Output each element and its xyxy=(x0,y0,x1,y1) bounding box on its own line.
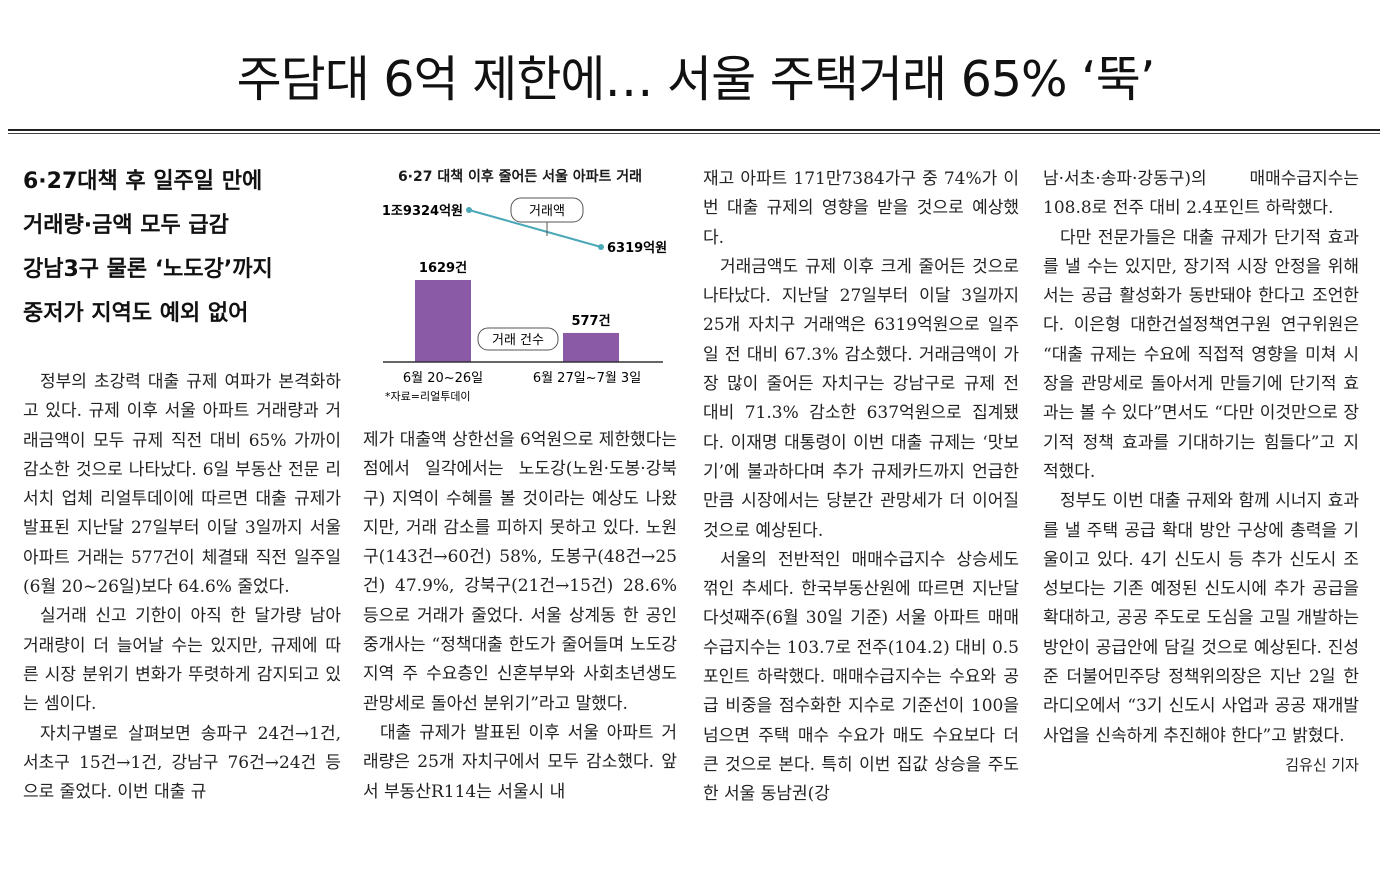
chart-title: 6·27 대책 이후 줄어든 서울 아파트 거래 xyxy=(397,169,643,185)
count-bar xyxy=(415,280,471,362)
column-2: 제가 대출액 상한선을 6억원으로 제한했다는 점에서 일각에서는 노도강(노원… xyxy=(363,426,677,807)
paragraph: 제가 대출액 상한선을 6억원으로 제한했다는 점에서 일각에서는 노도강(노원… xyxy=(363,430,677,714)
column-4: 남·서초·송파·강동구)의 매매수급지수는 108.8로 전주 대비 2.4포인… xyxy=(1043,165,1359,780)
amount-point xyxy=(466,207,472,213)
chart-svg: 1조9324억원 6319억원 거래액 1629건 577건 거래 건수 6월 … xyxy=(382,197,667,403)
subheads: 6·27대책 후 일주일 만에 거래량·금액 모두 급감 강남3구 물론 ‘노도… xyxy=(23,160,343,336)
paragraph: 재고 아파트 171만7384가구 중 74%가 이번 대출 규제의 영향을 받… xyxy=(703,169,1019,248)
chart-source: *자료=리얼투데이 xyxy=(385,389,471,403)
paragraph: 정부도 이번 대출 규제와 함께 시너지 효과를 낼 주택 공급 확대 방안 구… xyxy=(1043,487,1359,774)
subhead: 거래량·금액 모두 급감 xyxy=(23,213,229,238)
column-1: 정부의 초강력 대출 규제 여파가 본격화하고 있다. 규제 이후 서울 아파트… xyxy=(23,368,341,807)
count-label: 1629건 xyxy=(419,260,467,276)
headline-rule xyxy=(8,129,1380,131)
trade-chart: 6·27 대책 이후 줄어든 서울 아파트 거래 1조9324억원 6319억원… xyxy=(363,160,677,410)
subhead: 중저가 지역도 예외 없어 xyxy=(23,301,249,326)
paragraph: 거래금액도 규제 이후 크게 줄어든 것으로 나타났다. 지난달 27일부터 이… xyxy=(703,256,1019,541)
column-3: 재고 아파트 171만7384가구 중 74%가 이번 대출 규제의 영향을 받… xyxy=(703,165,1019,810)
amount-legend: 거래액 xyxy=(529,204,565,219)
paragraph: 자치구별로 살펴보면 송파구 24건→1건, 서초구 15건→1건, 강남구 7… xyxy=(23,723,341,803)
count-label: 577건 xyxy=(571,313,610,329)
amount-point xyxy=(598,244,604,251)
paragraph-text: 정부도 이번 대출 규제와 함께 시너지 효과를 낼 주택 공급 확대 방안 구… xyxy=(1043,491,1359,746)
amount-line xyxy=(468,209,602,248)
count-bar xyxy=(563,332,619,362)
paragraph: 대출 규제가 발표된 이후 서울 아파트 거래량은 25개 자치구에서 모두 감… xyxy=(363,722,677,802)
count-legend: 거래 건수 xyxy=(492,333,544,348)
byline: 김유신 기자 xyxy=(1285,755,1359,774)
paragraph: 다만 전문가들은 대출 규제가 단기적 효과를 낼 수는 있지만, 장기적 시장… xyxy=(1043,227,1359,482)
count-legend-box xyxy=(477,327,559,351)
paragraph: 서울의 전반적인 매매수급지수 상승세도 꺾인 추세다. 한국부동산원에 따르면… xyxy=(703,549,1019,805)
x-tick-label: 6월 20~26일 xyxy=(403,371,483,386)
paragraph: 정부의 초강력 대출 규제 여파가 본격화하고 있다. 규제 이후 서울 아파트… xyxy=(23,372,341,598)
amount-label: 6319억원 xyxy=(607,241,667,256)
headline: 주담대 6억 제한에… 서울 주택거래 65% ‘뚝’ xyxy=(236,51,1156,108)
subhead: 강남3구 물론 ‘노도강’까지 xyxy=(23,257,273,282)
paragraph: 실거래 신고 기한이 아직 한 달가량 남아 거래량이 더 늘어날 수는 있지만… xyxy=(23,606,341,715)
paragraph: 남·서초·송파·강동구)의 매매수급지수는 108.8로 전주 대비 2.4포인… xyxy=(1043,169,1359,219)
headline-rule-thin xyxy=(8,133,1380,134)
subhead: 6·27대책 후 일주일 만에 xyxy=(23,169,263,194)
amount-label: 1조9324억원 xyxy=(382,204,463,219)
x-tick-label: 6월 27일~7월 3일 xyxy=(533,371,641,386)
